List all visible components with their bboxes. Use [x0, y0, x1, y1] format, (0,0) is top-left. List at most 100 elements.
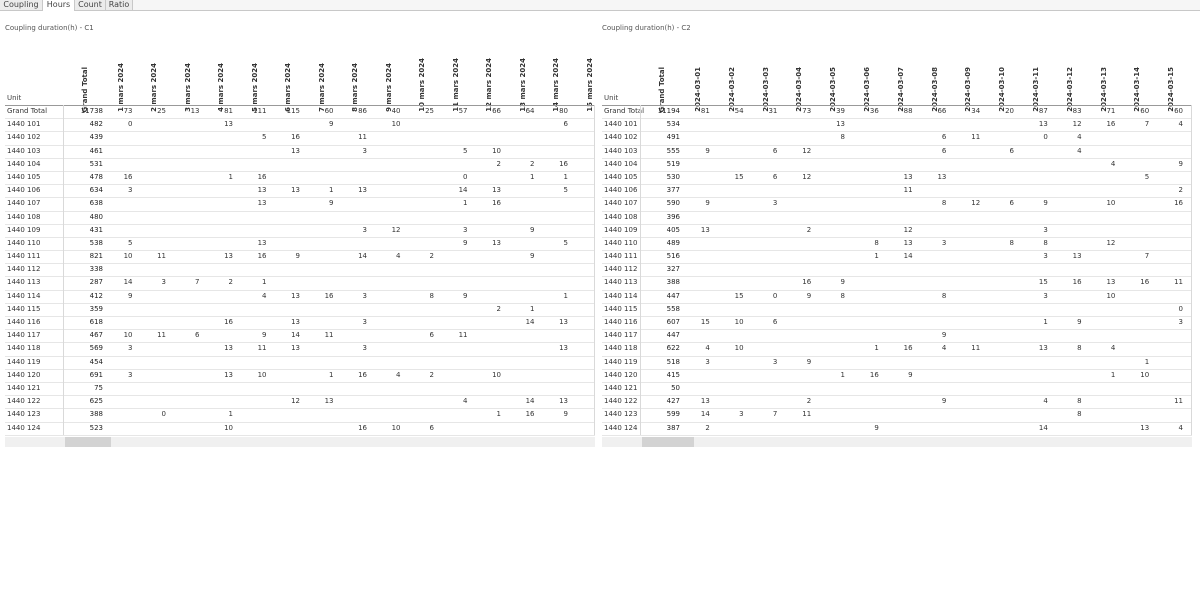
value-cell: 6	[1009, 146, 1014, 155]
grand-total-cell: 338	[89, 265, 103, 274]
value-cell: 6	[772, 172, 778, 181]
c1-table-title: Coupling duration(h) - C1	[5, 24, 94, 32]
table-row[interactable]: 1440 117 467 10 11 6 9 14 11 6 11	[5, 330, 595, 344]
table-row[interactable]: 1440 110 489 8 13 3 8 8 12	[602, 238, 1192, 252]
table-row[interactable]: 1440 115 558 0	[602, 304, 1192, 317]
table-row[interactable]: 1440 108 480	[5, 212, 595, 225]
table-row[interactable]: 1440 109 431 3 12 3 9	[5, 225, 595, 238]
table-row[interactable]: 1440 102 439 5 16 11	[5, 132, 595, 146]
table-row[interactable]: 1440 119 518 3 3 9 1	[602, 357, 1192, 370]
value-cell: 11	[458, 331, 468, 340]
date-column-header[interactable]: 10 mars 2024	[418, 58, 427, 112]
table-row[interactable]: 1440 111 821 10 11 13 16 9 14 4 2 9	[5, 251, 595, 265]
table-row[interactable]: 1440 101 482 0 13 9 10 6	[5, 119, 595, 133]
table-row[interactable]: 1440 107 638 13 9 1 16	[5, 198, 595, 212]
date-column-header[interactable]: 11 mars 2024	[451, 58, 460, 112]
table-row[interactable]: 1440 106 634 3 13 13 1 13 14 13 5	[5, 185, 595, 199]
table-row[interactable]: 1440 124 387 2 9 14 13 4	[602, 423, 1192, 436]
scrollbar-thumb[interactable]	[65, 437, 111, 447]
table-row[interactable]: 1440 122 625 12 13 4 14 13	[5, 396, 595, 410]
unit-label: 1440 110	[7, 238, 41, 247]
unit-label: 1440 111	[7, 252, 41, 261]
table-row[interactable]: 1440 116 618 16 13 3 14 13	[5, 317, 595, 331]
table-row[interactable]: 1440 109 405 13 2 12 3	[602, 225, 1192, 238]
value-cell: 1	[1110, 370, 1116, 379]
table-row[interactable]: 1440 117 447 9	[602, 330, 1192, 344]
value-cell: 8	[1077, 344, 1082, 353]
value-cell: 2	[429, 370, 434, 379]
value-cell: 9	[941, 397, 947, 406]
tab-count[interactable]: Count	[75, 0, 106, 10]
horizontal-scrollbar[interactable]	[5, 437, 595, 447]
date-column-header[interactable]: 14 mars 2024	[552, 58, 561, 112]
date-column-header[interactable]: 12 mars 2024	[485, 58, 494, 112]
date-column-header[interactable]: 15 mars 2024	[585, 58, 594, 112]
grand-total-cell: 478	[89, 172, 103, 181]
table-row[interactable]: 1440 112 338	[5, 264, 595, 278]
table-row[interactable]: 1440 102 491 8 6 11 0 4	[602, 132, 1192, 146]
tab-coupling[interactable]: Coupling	[0, 0, 43, 10]
table-row[interactable]: 1440 120 691 3 13 10 1 16 4 2 10	[5, 370, 595, 383]
grand-total-cell: 480	[89, 212, 103, 221]
table-row[interactable]: 1440 124 523 10 16 10 6	[5, 423, 595, 436]
unit-row-header[interactable]: Unit	[604, 94, 619, 102]
table-row[interactable]: 1440 108 396	[602, 212, 1192, 225]
tab-ratio[interactable]: Ratio	[106, 0, 133, 10]
tab-hours[interactable]: Hours	[43, 0, 75, 11]
table-row[interactable]: 1440 101 534 13 13 12 16 7 4	[602, 119, 1192, 133]
table-row[interactable]: 1440 106 377 11 2	[602, 185, 1192, 199]
table-row[interactable]: 1440 113 388 16 9 15 16 13 16 11	[602, 277, 1192, 291]
table-row[interactable]: 1440 103 461 13 3 5 10	[5, 146, 595, 159]
value-cell: 3	[1178, 318, 1183, 326]
table-row[interactable]: 1440 115 359 2 1	[5, 304, 595, 317]
value-cell: 13	[903, 172, 913, 181]
value-cell: 9	[1043, 199, 1048, 208]
scrollbar-thumb[interactable]	[642, 437, 694, 447]
table-row[interactable]: 1440 113 287 14 3 7 2 1	[5, 277, 595, 291]
table-row[interactable]: 1440 114 412 9 4 13 16 3 8 9 1	[5, 291, 595, 304]
table-row[interactable]: 1440 114 447 15 0 9 8 8 3 10	[602, 291, 1192, 304]
unit-label: 1440 103	[604, 146, 638, 155]
table-row[interactable]: 1440 104 531 2 2 16	[5, 159, 595, 172]
value-cell: 8	[1077, 397, 1082, 406]
c2-pivot-table: Coupling duration(h) - C2 Grand Total 202…	[602, 22, 1194, 447]
table-row[interactable]: 1440 103 555 9 6 12 6 6 4	[602, 146, 1192, 159]
value-cell: 9	[463, 238, 468, 247]
table-row[interactable]: 1440 116 607 15 10 6 1 9 3	[602, 317, 1192, 331]
table-row[interactable]: 1440 107 590 9 3 8 12 6 9 10 16	[602, 198, 1192, 212]
table-row[interactable]: 1440 112 327	[602, 264, 1192, 278]
value-cell: 4	[1077, 146, 1082, 155]
value-cell: 3	[772, 357, 778, 366]
table-row[interactable]: 1440 110 538 5 13 9 13 5	[5, 238, 595, 252]
table-row[interactable]: 1440 121 75	[5, 383, 595, 397]
grand-total-cell: 491	[666, 133, 680, 142]
table-row[interactable]: 1440 121 50	[602, 383, 1192, 397]
value-cell: 88	[903, 107, 913, 115]
grand-total-cell: 467	[89, 331, 103, 340]
table-row[interactable]: 1440 118 622 4 10 1 16 4 11 13 8 4	[602, 343, 1192, 357]
value-cell: 13	[257, 199, 267, 208]
value-cell: 10	[1106, 291, 1116, 300]
table-row[interactable]: 1440 105 478 16 1 16 0 1 1	[5, 172, 595, 186]
value-cell: 10	[734, 344, 744, 353]
table-row[interactable]: 1440 119 454	[5, 357, 595, 370]
table-row[interactable]: 1440 105 530 15 6 12 13 13 5	[602, 172, 1192, 186]
unit-row-header[interactable]: Unit	[7, 94, 22, 102]
unit-label: 1440 116	[7, 318, 41, 326]
value-cell: 6	[429, 331, 434, 340]
table-row[interactable]: 1440 111 516 1 14 3 13 7	[602, 251, 1192, 265]
grand-total-row[interactable]: Grand Total 11738 73 25 13 81 111 115 60 86 40 25 57…	[5, 106, 595, 120]
table-row[interactable]: 1440 123 599 14 3 7 11 8	[602, 409, 1192, 423]
table-row[interactable]: 1440 122 427 13 2 9 4 8 11	[602, 396, 1192, 410]
value-cell: 3	[463, 225, 468, 234]
unit-label: 1440 124	[7, 423, 41, 432]
date-column-header[interactable]: 13 mars 2024	[518, 58, 527, 112]
table-row[interactable]: 1440 120 415 1 16 9 1 10	[602, 370, 1192, 383]
table-row[interactable]: 1440 123 388 0 1 1 16 9	[5, 409, 595, 423]
table-row[interactable]: 1440 104 519 4 9	[602, 159, 1192, 172]
table-row[interactable]: 1440 118 569 3 13 11 13 3 13	[5, 343, 595, 357]
unit-label: 1440 124	[604, 423, 638, 432]
grand-total-row[interactable]: Grand Total 11194 81 54 31 73 39 36 88 66 34 20 87 83…	[602, 106, 1192, 120]
horizontal-scrollbar[interactable]	[602, 437, 1192, 447]
value-cell: 11	[324, 331, 334, 340]
